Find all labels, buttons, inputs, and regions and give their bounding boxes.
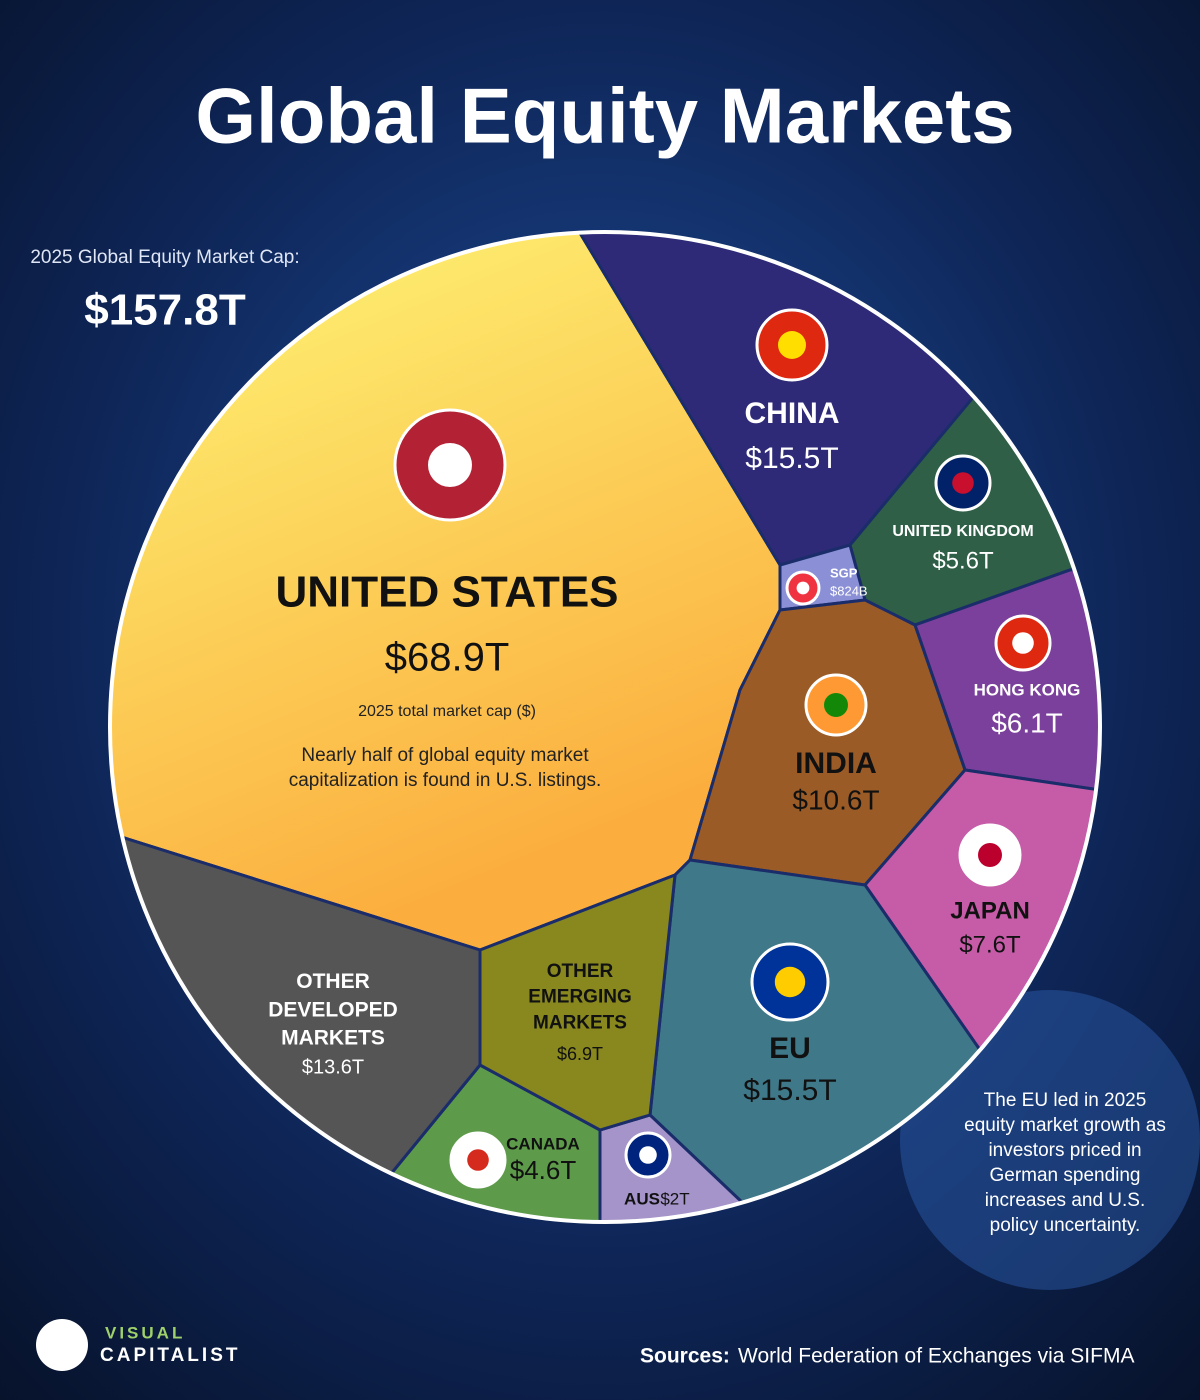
category-label: SGP — [830, 565, 858, 580]
flag-detail — [778, 331, 806, 359]
category-label: OTHER DEVELOPED MARKETS — [268, 970, 398, 1050]
category-label: CHINA — [745, 397, 840, 430]
us-note: Nearly half of global equity market capi… — [288, 745, 602, 791]
category-label: JAPAN — [950, 897, 1030, 924]
value-label: $15.5T — [745, 442, 838, 475]
flag-detail — [978, 843, 1002, 867]
value-label: $10.6T — [792, 784, 879, 815]
flag-detail — [639, 1146, 657, 1164]
logo-top: VISUAL — [105, 1323, 185, 1342]
category-label: UNITED STATES — [275, 568, 618, 617]
value-label: $4.6T — [510, 1155, 577, 1185]
category-label: CANADA — [506, 1134, 580, 1153]
value-label: $68.9T — [385, 636, 510, 680]
flag-detail — [1012, 632, 1034, 654]
logo-mark — [36, 1319, 88, 1371]
value-label: $2T — [660, 1189, 689, 1208]
category-label: UNITED KINGDOM — [892, 523, 1033, 540]
flag-detail — [952, 472, 974, 494]
value-label: $13.6T — [302, 1056, 364, 1078]
flag-detail — [796, 581, 810, 595]
value-label: $6.1T — [991, 707, 1063, 738]
category-label: OTHER EMERGING MARKETS — [528, 961, 631, 1033]
labels: UNITED STATES $68.9T CHINA $15.5T UNITED KIN… — [268, 308, 1081, 1208]
outline — [108, 230, 1102, 1224]
value-label: $824B — [830, 583, 868, 598]
flag-detail — [824, 693, 848, 717]
value-label: $5.6T — [932, 547, 994, 574]
source-label: Sources: — [640, 1345, 730, 1368]
value-label: $6.9T — [557, 1044, 603, 1064]
logo-bottom: CAPITALIST — [100, 1345, 240, 1366]
flag-detail — [467, 1149, 489, 1171]
value-label: $7.6T — [959, 931, 1021, 958]
total: $157.8T — [84, 286, 246, 335]
category-label: INDIA — [795, 747, 877, 780]
flag-detail — [428, 443, 472, 487]
us-caption: 2025 total market cap ($) — [358, 703, 536, 720]
title: Global Equity Markets — [195, 72, 1014, 160]
flag-detail — [774, 966, 806, 998]
value-label: $15.5T — [743, 1074, 836, 1107]
category-label: HONG KONG — [974, 680, 1081, 699]
category-label: AUS — [624, 1189, 660, 1208]
eu-note: The EU led in 2025 equity market growth … — [964, 1090, 1166, 1236]
category-label: EU — [769, 1032, 811, 1065]
note-bubble — [900, 990, 1200, 1290]
subtitle: 2025 Global Equity Market Cap: — [30, 247, 299, 268]
source: World Federation of Exchanges via SIFMA — [738, 1345, 1134, 1368]
